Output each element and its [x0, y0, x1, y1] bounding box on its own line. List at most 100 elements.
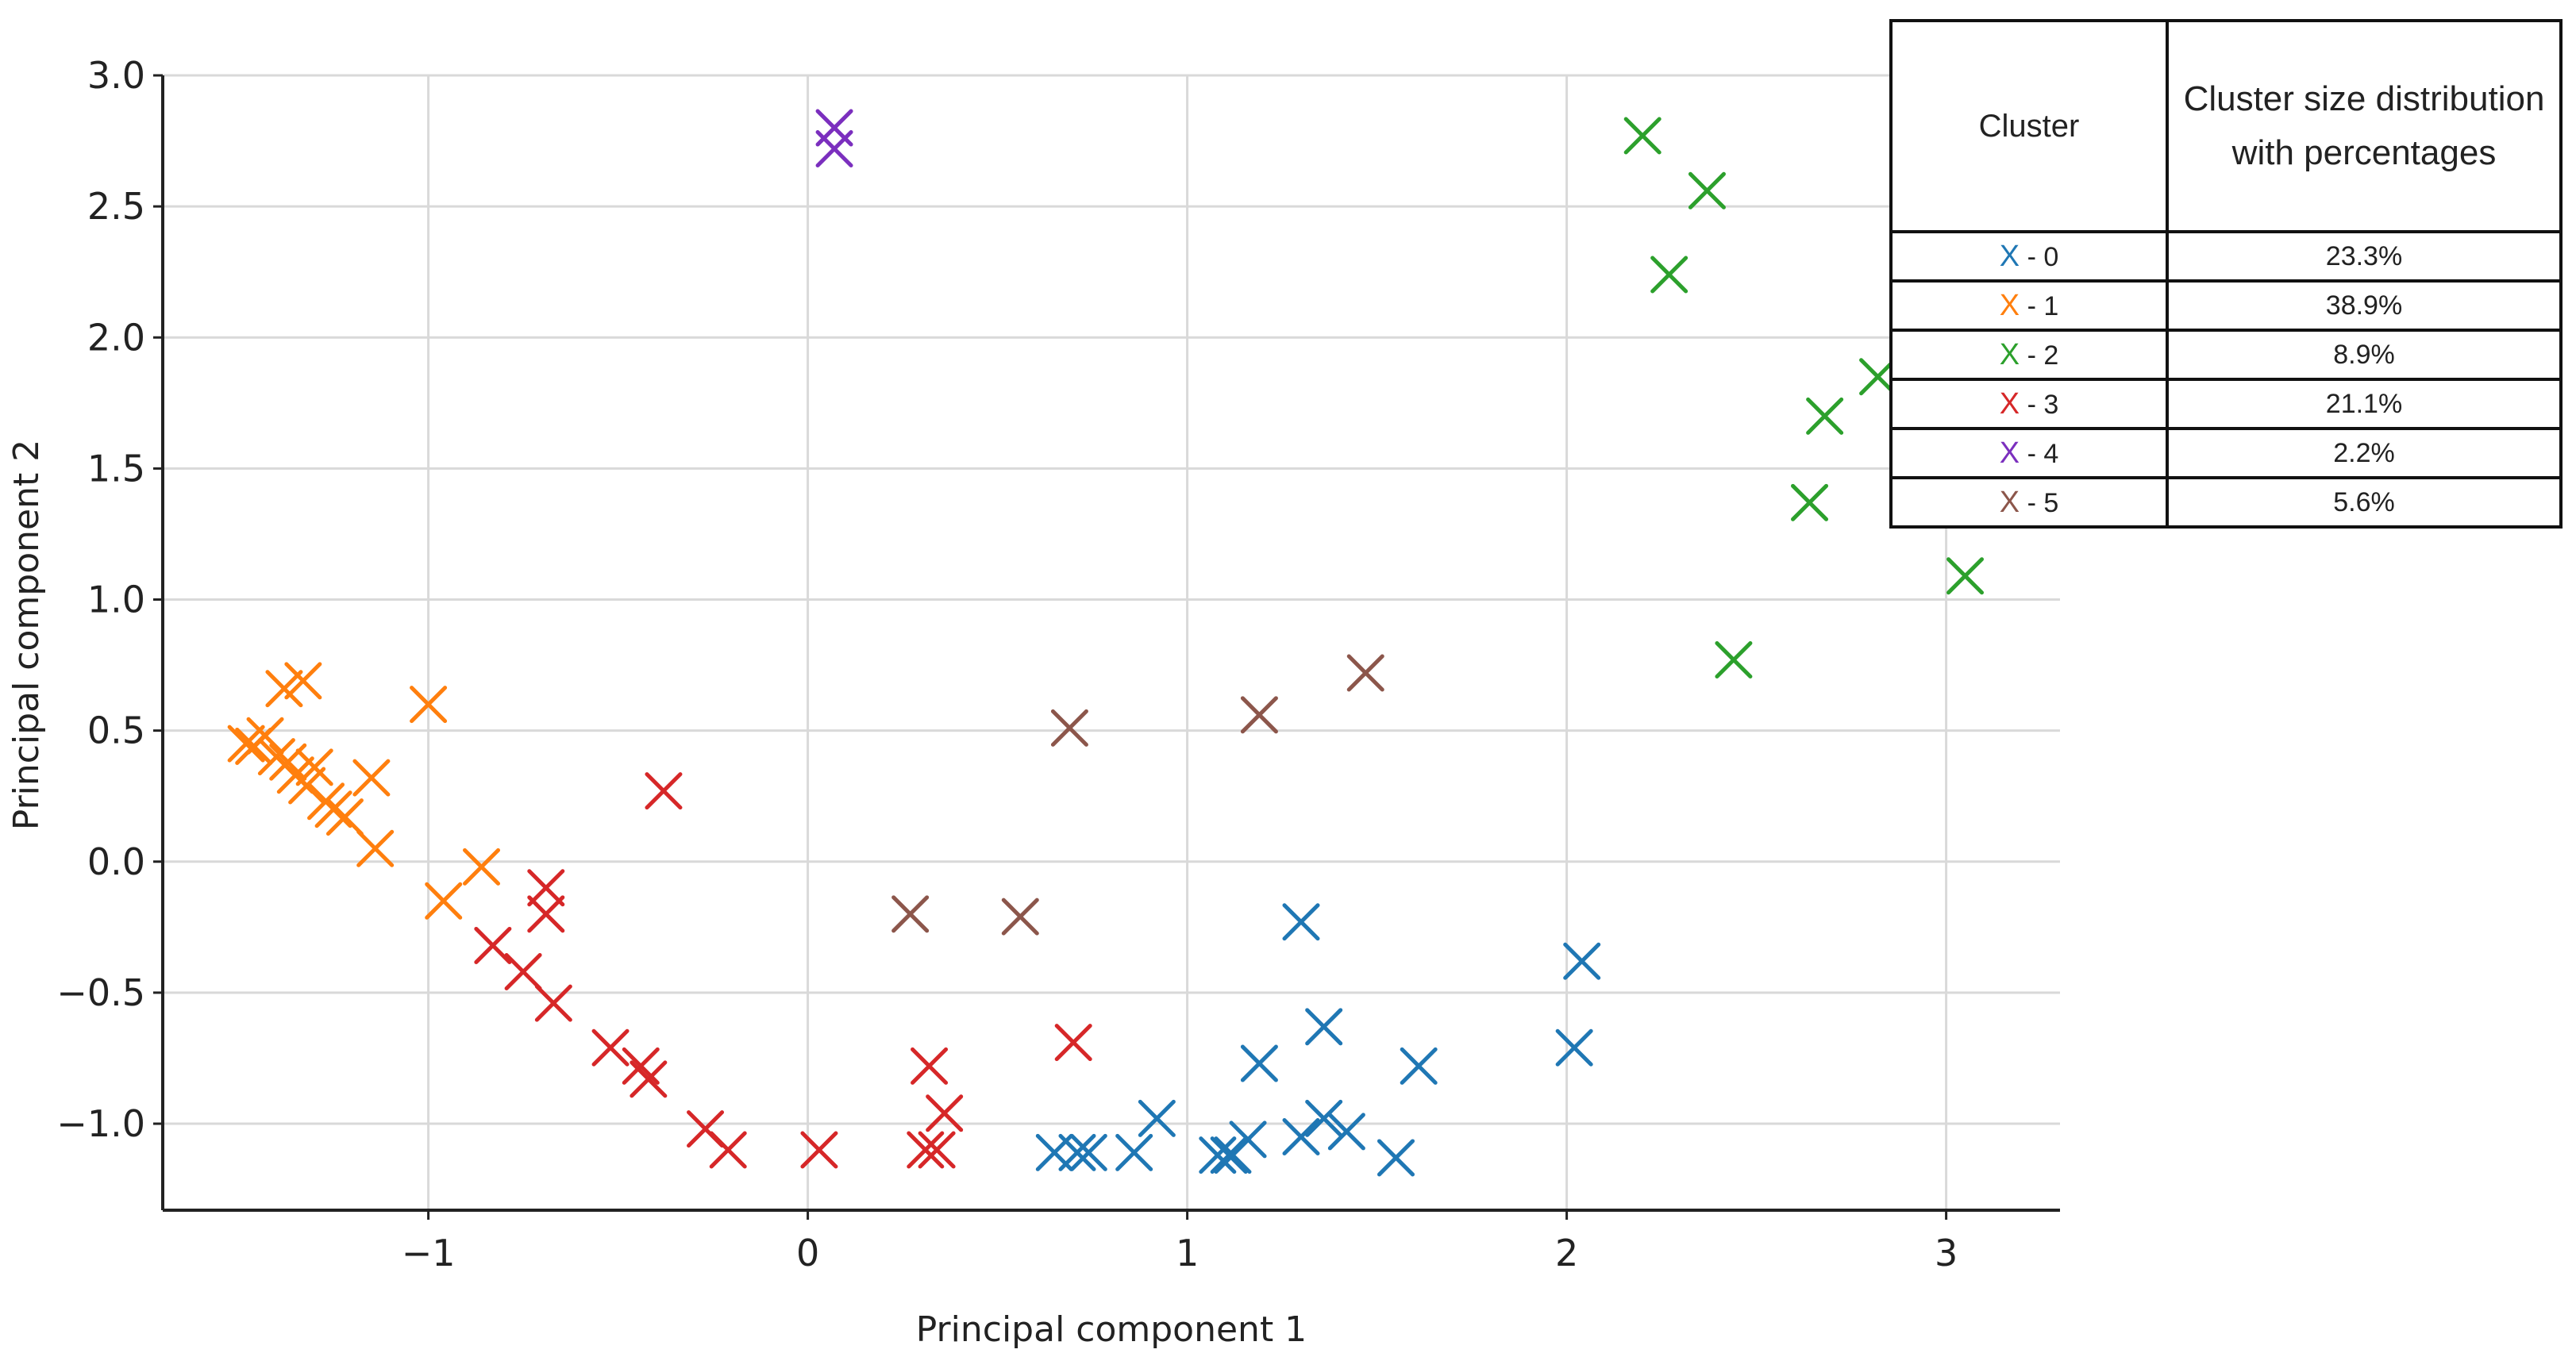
data-point-cluster-0 — [1069, 1133, 1107, 1171]
cluster-label: - 5 — [2027, 487, 2059, 518]
data-point-cluster-0 — [1210, 1136, 1248, 1174]
data-point-cluster-0 — [1305, 1008, 1343, 1046]
table-row: X - 3 21.1% — [1889, 378, 2563, 430]
data-point-cluster-5 — [1001, 898, 1039, 936]
marker-stroke — [1623, 117, 1662, 155]
data-point-cluster-1 — [325, 798, 364, 836]
data-point-cluster-1 — [284, 662, 322, 700]
data-point-cluster-3 — [630, 1060, 668, 1098]
axes — [161, 75, 2060, 1212]
y-tick-label: −1.0 — [56, 1102, 145, 1145]
x-axis-label: Principal component 1 — [916, 1309, 1307, 1350]
marker-stroke — [410, 686, 448, 724]
marker-stroke — [288, 767, 326, 805]
cluster-cell: X - 1 — [1889, 279, 2169, 332]
cluster-cell: X - 5 — [1889, 476, 2169, 529]
data-point-cluster-1 — [410, 686, 448, 724]
marker-stroke — [1054, 1024, 1092, 1062]
data-point-cluster-3 — [918, 1131, 956, 1169]
data-point-cluster-5 — [1240, 696, 1278, 734]
marker-stroke — [1946, 557, 1984, 595]
percent-cell: 23.3% — [2166, 230, 2563, 283]
data-point-cluster-2 — [1623, 117, 1662, 155]
marker-stroke — [591, 1028, 630, 1067]
cluster-marker-icon: X — [1999, 386, 2020, 421]
percent-cell: 2.2% — [2166, 427, 2563, 479]
data-point-cluster-1 — [314, 790, 352, 828]
data-point-cluster-3 — [534, 984, 572, 1022]
table-row: X - 2 8.9% — [1889, 329, 2563, 381]
data-point-cluster-4 — [815, 129, 853, 167]
data-point-cluster-3 — [527, 869, 565, 907]
table-header-row: Cluster Cluster size distribution with p… — [1889, 19, 2563, 233]
marker-stroke — [295, 748, 333, 786]
percent-cell: 8.9% — [2166, 329, 2563, 381]
data-point-cluster-2 — [1946, 557, 1984, 595]
data-point-cluster-1 — [246, 717, 284, 755]
cluster-cell: X - 2 — [1889, 329, 2169, 381]
marker-stroke — [257, 738, 295, 776]
data-point-cluster-3 — [926, 1094, 964, 1132]
percent-cell: 21.1% — [2166, 378, 2563, 430]
marker-stroke — [687, 1110, 725, 1148]
marker-stroke — [1229, 1121, 1267, 1159]
data-point-cluster-1 — [425, 882, 463, 920]
marker-stroke — [1138, 1099, 1176, 1137]
data-point-cluster-0 — [1115, 1133, 1153, 1171]
marker-stroke — [709, 1131, 747, 1169]
data-point-cluster-0 — [1563, 942, 1601, 980]
data-point-cluster-3 — [504, 952, 542, 990]
data-point-cluster-0 — [1400, 1047, 1438, 1085]
marker-stroke — [1282, 903, 1320, 941]
data-point-cluster-3 — [709, 1131, 747, 1169]
data-point-cluster-3 — [1054, 1024, 1092, 1062]
marker-stroke — [1806, 397, 1844, 435]
data-points — [227, 109, 1984, 1177]
data-point-cluster-0 — [1199, 1136, 1237, 1174]
marker-stroke — [1650, 256, 1688, 294]
data-point-cluster-3 — [645, 772, 683, 810]
marker-stroke — [1400, 1047, 1438, 1085]
marker-stroke — [1791, 483, 1829, 521]
marker-stroke — [1715, 640, 1753, 678]
data-point-cluster-0 — [1282, 903, 1320, 941]
data-point-cluster-3 — [800, 1131, 838, 1169]
marker-stroke — [1115, 1133, 1153, 1171]
marker-stroke — [622, 1047, 660, 1085]
data-point-cluster-1 — [265, 670, 303, 708]
marker-stroke — [1377, 1139, 1415, 1177]
data-point-cluster-1 — [288, 767, 326, 805]
x-tick-label: −1 — [402, 1232, 456, 1274]
data-point-cluster-3 — [591, 1028, 630, 1067]
cluster-marker-icon: X — [1999, 239, 2020, 273]
data-point-cluster-5 — [891, 895, 930, 933]
marker-stroke — [265, 670, 303, 708]
marker-stroke — [1199, 1136, 1237, 1174]
marker-stroke — [1327, 1113, 1365, 1151]
table-row: X - 4 2.2% — [1889, 427, 2563, 479]
data-point-cluster-2 — [1715, 640, 1753, 678]
y-tick-label: 0.0 — [87, 840, 145, 883]
data-point-cluster-0 — [1282, 1118, 1320, 1156]
cluster-label: - 1 — [2027, 290, 2059, 321]
data-point-cluster-0 — [1138, 1099, 1176, 1137]
marker-stroke — [246, 717, 284, 755]
marker-stroke — [630, 1060, 668, 1098]
table-row: X - 0 23.3% — [1889, 230, 2563, 283]
cluster-size-table: Cluster Cluster size distribution with p… — [1889, 19, 2563, 529]
cluster-label: - 0 — [2027, 241, 2059, 272]
header-cluster: Cluster — [1889, 19, 2169, 233]
table-row: X - 1 38.9% — [1889, 279, 2563, 332]
marker-stroke — [1563, 942, 1601, 980]
percent-cell: 5.6% — [2166, 476, 2563, 529]
marker-stroke — [926, 1094, 964, 1132]
marker-stroke — [1001, 898, 1039, 936]
y-tick-label: 3.0 — [87, 54, 145, 97]
marker-stroke — [1210, 1136, 1248, 1174]
marker-stroke — [1305, 1099, 1343, 1137]
marker-stroke — [356, 829, 395, 867]
cluster-marker-icon: X — [1999, 436, 2020, 470]
marker-stroke — [325, 798, 364, 836]
data-point-cluster-3 — [527, 895, 565, 933]
cluster-marker-icon: X — [1999, 485, 2020, 519]
